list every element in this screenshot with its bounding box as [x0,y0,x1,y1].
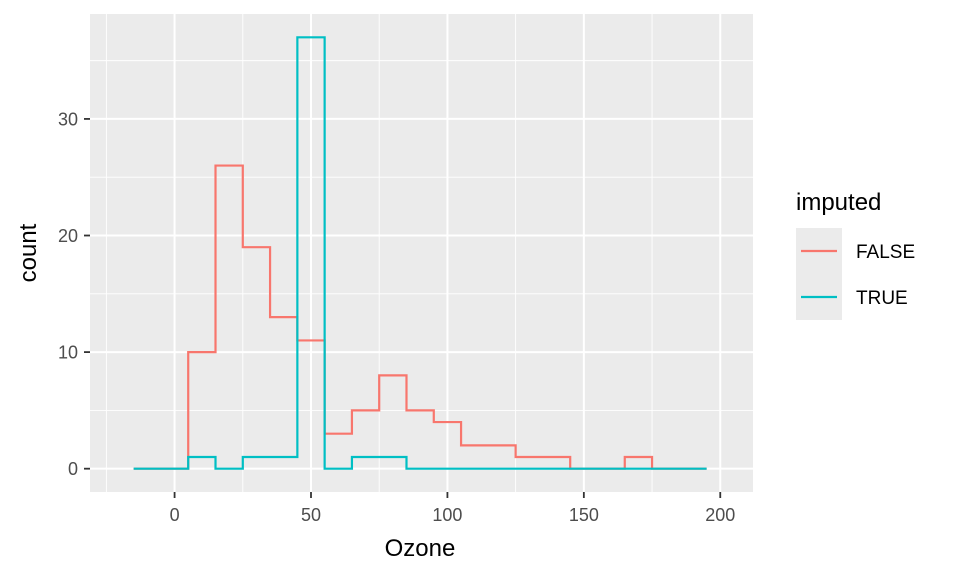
y-tick-label: 10 [58,343,78,363]
x-tick-label: 0 [170,505,180,525]
y-axis: 0 10 20 30 [58,109,90,479]
series-layer [133,36,707,470]
panel-background [90,14,753,492]
legend-label-false: FALSE [856,242,915,263]
legend-label-true: TRUE [856,288,908,309]
legend-title: imputed [796,189,881,216]
legend: imputed FALSE TRUE [796,189,915,320]
y-axis-title: count [15,223,42,282]
x-axis-title: Ozone [385,535,456,562]
y-tick-label: 30 [58,109,78,129]
x-tick-label: 200 [705,505,735,525]
y-tick-label: 0 [68,459,78,479]
x-axis: 0 50 100 150 200 [170,492,735,525]
x-tick-label: 50 [301,505,321,525]
x-tick-label: 100 [432,505,462,525]
series-line-true [133,36,707,470]
y-tick-label: 20 [58,226,78,246]
x-tick-label: 150 [569,505,599,525]
